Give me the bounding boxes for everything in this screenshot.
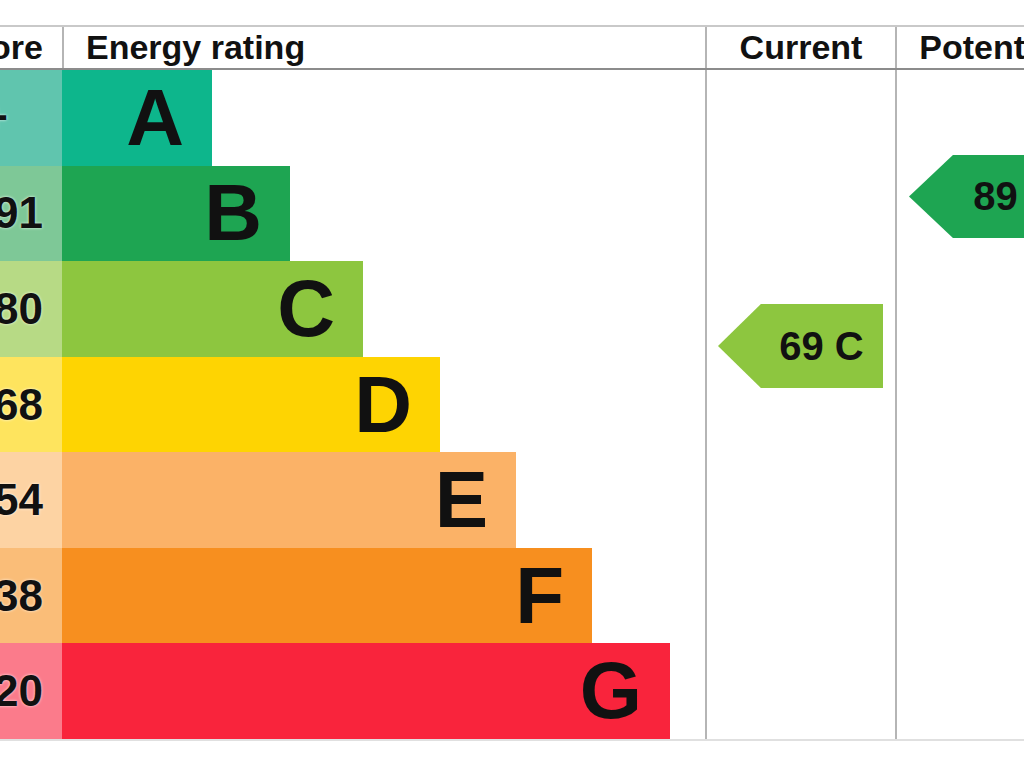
- energy-rating-header-label: Energy rating: [86, 28, 305, 67]
- band-row-a: 92+ A: [0, 70, 1024, 166]
- score-header-label: Score: [0, 28, 43, 67]
- band-bar-e: E: [62, 452, 516, 548]
- score-range-label-f: 21-38: [0, 571, 43, 621]
- current-rating-label: 69 C: [779, 324, 864, 369]
- score-range-cell-g: 1-20: [0, 643, 62, 739]
- band-letter-c: C: [277, 269, 335, 349]
- band-row-g: 1-20 G: [0, 643, 1024, 739]
- band-bar-f: F: [62, 548, 592, 644]
- potential-header-label: Potential: [919, 28, 1024, 67]
- epc-rating-chart: Score Energy rating Current Potential 92…: [0, 0, 1024, 768]
- band-letter-e: E: [435, 460, 488, 540]
- band-row-b: 81-91 B: [0, 166, 1024, 262]
- score-range-label-b: 81-91: [0, 188, 43, 238]
- band-letter-g: G: [580, 651, 642, 731]
- score-range-label-a: 92+: [0, 93, 8, 143]
- score-range-label-g: 1-20: [0, 666, 43, 716]
- potential-column-divider: [895, 70, 897, 739]
- band-bar-b: B: [62, 166, 290, 262]
- score-range-label-d: 55-68: [0, 380, 43, 430]
- band-letter-b: B: [204, 173, 262, 253]
- band-bar-d: D: [62, 357, 440, 453]
- score-range-cell-b: 81-91: [0, 166, 62, 262]
- current-column-header: Current: [705, 27, 895, 68]
- current-header-label: Current: [740, 28, 863, 67]
- energy-rating-column-header: Energy rating: [62, 27, 705, 68]
- band-rows: 92+ A 81-91 B 69-80 C: [0, 70, 1024, 741]
- score-range-cell-d: 55-68: [0, 357, 62, 453]
- score-column-header: Score: [0, 27, 62, 68]
- band-bar-g: G: [62, 643, 670, 739]
- band-row-f: 21-38 F: [0, 548, 1024, 644]
- band-bar-a: A: [62, 70, 212, 166]
- score-range-label-c: 69-80: [0, 284, 43, 334]
- band-row-e: 39-54 E: [0, 452, 1024, 548]
- score-range-cell-e: 39-54: [0, 452, 62, 548]
- table-header: Score Energy rating Current Potential: [0, 25, 1024, 70]
- band-letter-a: A: [126, 78, 184, 158]
- score-range-cell-a: 92+: [0, 70, 62, 166]
- potential-rating-label: 89 B: [973, 174, 1024, 219]
- band-letter-f: F: [515, 556, 564, 636]
- score-range-cell-f: 21-38: [0, 548, 62, 644]
- score-range-label-e: 39-54: [0, 475, 43, 525]
- band-bar-c: C: [62, 261, 363, 357]
- band-letter-d: D: [354, 365, 412, 445]
- current-column-divider: [705, 70, 707, 739]
- score-range-cell-c: 69-80: [0, 261, 62, 357]
- potential-column-header: Potential: [895, 27, 1024, 68]
